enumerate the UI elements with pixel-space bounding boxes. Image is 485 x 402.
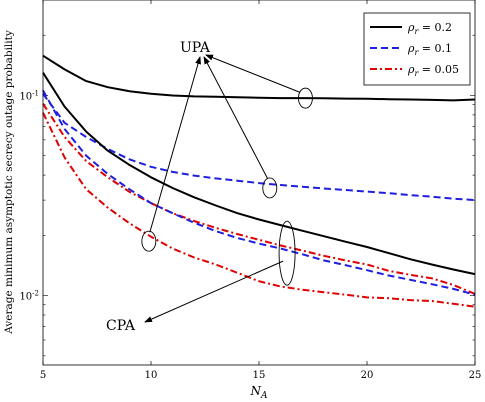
x-tick-label: 25 (469, 370, 482, 381)
y-tick-label: 10-1 (19, 89, 39, 102)
x-axis-label: NA (250, 384, 269, 401)
upa-arrow-1 (205, 54, 300, 93)
series-line-cpa-3 (42, 72, 476, 276)
cpa-arrow (144, 260, 284, 323)
x-tick-label: 10 (145, 370, 158, 381)
legend-label-2: ρr = 0.05 (407, 63, 459, 78)
legend-box (363, 12, 471, 86)
upa-arrow-2 (203, 56, 269, 180)
cpa-ellipse (278, 220, 296, 286)
upa-ellipse-2 (262, 177, 278, 199)
series-line-upa-0 (42, 54, 476, 102)
cpa-label: CPA (106, 318, 136, 334)
upa-label: UPA (180, 40, 211, 56)
legend: ρr = 0.2 ρr = 0.1 ρr = 0.05 (363, 12, 471, 86)
upa-ellipse-1 (297, 87, 313, 109)
series-line-upa-2 (42, 103, 476, 295)
x-tick-label: 15 (253, 370, 266, 381)
series-line-cpa-4 (42, 89, 476, 296)
upa-arrow-3 (149, 56, 201, 233)
series-line-upa-1 (42, 93, 476, 202)
series-line-cpa-5 (42, 112, 476, 308)
upa-ellipse-3 (141, 230, 157, 252)
series-layer (42, 54, 476, 308)
x-tick-label: 20 (361, 370, 374, 381)
axes-box (42, 0, 476, 366)
annotation-layer: UPA CPA (106, 40, 313, 334)
y-tick-label: 10-2 (19, 290, 39, 303)
x-tick-label: 5 (40, 370, 46, 381)
legend-label-1: ρr = 0.1 (407, 42, 452, 57)
y-axis-label: Average minimum asymptotic secrecy outag… (3, 30, 15, 335)
legend-label-0: ρr = 0.2 (407, 21, 452, 36)
